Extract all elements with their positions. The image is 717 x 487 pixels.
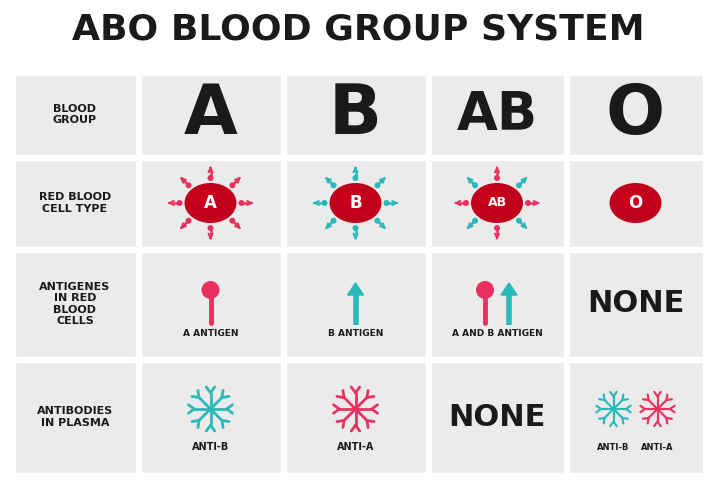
- Ellipse shape: [471, 183, 523, 223]
- Bar: [285, 158, 427, 247]
- Circle shape: [353, 225, 358, 231]
- Text: B: B: [349, 194, 362, 212]
- Text: ANTIGENES
IN RED
BLOOD
CELLS: ANTIGENES IN RED BLOOD CELLS: [39, 281, 110, 326]
- Bar: [140, 74, 282, 155]
- Ellipse shape: [184, 183, 237, 223]
- Bar: [429, 250, 564, 357]
- Bar: [285, 74, 427, 155]
- Bar: [14, 74, 136, 155]
- Circle shape: [516, 182, 522, 188]
- Bar: [567, 74, 703, 155]
- Circle shape: [176, 200, 183, 206]
- Circle shape: [239, 200, 244, 206]
- Circle shape: [655, 407, 660, 411]
- Ellipse shape: [617, 190, 643, 206]
- Bar: [285, 250, 427, 357]
- Text: ANTI-B: ANTI-B: [597, 443, 630, 451]
- Bar: [567, 250, 703, 357]
- Text: AB: AB: [488, 196, 507, 209]
- Text: B: B: [329, 81, 382, 148]
- Text: BLOOD
GROUP: BLOOD GROUP: [53, 104, 97, 125]
- Circle shape: [321, 200, 328, 206]
- Text: NONE: NONE: [448, 402, 546, 431]
- Ellipse shape: [192, 190, 219, 206]
- Text: NONE: NONE: [587, 289, 684, 318]
- Text: O: O: [606, 81, 665, 148]
- Bar: [14, 250, 136, 357]
- Bar: [429, 158, 564, 247]
- Circle shape: [353, 175, 358, 181]
- Circle shape: [494, 175, 500, 181]
- Circle shape: [229, 218, 235, 224]
- Ellipse shape: [330, 183, 381, 223]
- Circle shape: [374, 218, 381, 224]
- Bar: [567, 158, 703, 247]
- Text: ANTI-A: ANTI-A: [641, 443, 674, 451]
- Circle shape: [331, 218, 336, 224]
- Text: A: A: [184, 81, 237, 148]
- Circle shape: [525, 200, 531, 206]
- Text: O: O: [628, 194, 642, 212]
- Text: A ANTIGEN: A ANTIGEN: [183, 330, 238, 338]
- Bar: [140, 360, 282, 473]
- Circle shape: [612, 407, 616, 411]
- Circle shape: [186, 182, 191, 188]
- Circle shape: [516, 218, 522, 224]
- Text: ANTIBODIES
IN PLASMA: ANTIBODIES IN PLASMA: [37, 406, 113, 428]
- Ellipse shape: [338, 190, 364, 206]
- Text: ANTI-A: ANTI-A: [337, 442, 374, 452]
- Bar: [567, 360, 703, 473]
- Circle shape: [331, 182, 336, 188]
- Circle shape: [384, 200, 389, 206]
- Text: AB: AB: [457, 89, 538, 141]
- Circle shape: [208, 406, 213, 412]
- Bar: [285, 360, 427, 473]
- Polygon shape: [501, 283, 517, 295]
- Circle shape: [472, 182, 478, 188]
- Circle shape: [207, 175, 214, 181]
- Polygon shape: [348, 283, 364, 295]
- Text: A: A: [204, 194, 217, 212]
- Text: B ANTIGEN: B ANTIGEN: [328, 330, 383, 338]
- Bar: [140, 250, 282, 357]
- Circle shape: [353, 406, 358, 412]
- Bar: [14, 158, 136, 247]
- Circle shape: [229, 182, 235, 188]
- Circle shape: [463, 200, 469, 206]
- Circle shape: [207, 225, 214, 231]
- Ellipse shape: [479, 190, 505, 206]
- Bar: [429, 74, 564, 155]
- Circle shape: [476, 281, 494, 299]
- Text: RED BLOOD
CELL TYPE: RED BLOOD CELL TYPE: [39, 192, 111, 214]
- Text: ANTI-B: ANTI-B: [192, 442, 229, 452]
- Bar: [429, 360, 564, 473]
- Circle shape: [494, 225, 500, 231]
- Circle shape: [374, 182, 381, 188]
- Bar: [14, 360, 136, 473]
- Circle shape: [186, 218, 191, 224]
- Circle shape: [472, 218, 478, 224]
- Text: A AND B ANTIGEN: A AND B ANTIGEN: [452, 330, 542, 338]
- Text: ABO BLOOD GROUP SYSTEM: ABO BLOOD GROUP SYSTEM: [72, 12, 645, 46]
- Circle shape: [201, 281, 219, 299]
- Bar: [140, 158, 282, 247]
- Ellipse shape: [609, 183, 662, 223]
